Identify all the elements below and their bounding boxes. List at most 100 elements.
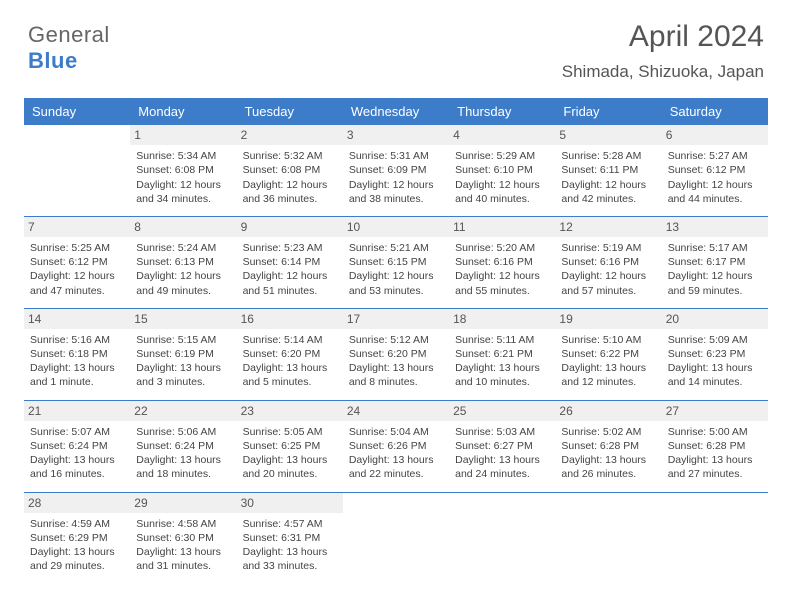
sunset-text: Sunset: 6:10 PM	[455, 163, 549, 177]
day-cell: 6Sunrise: 5:27 AMSunset: 6:12 PMDaylight…	[662, 125, 768, 216]
daylight-text: Daylight: 12 hours	[136, 178, 230, 192]
daylight-text: Daylight: 12 hours	[136, 269, 230, 283]
weeks-container: 1Sunrise: 5:34 AMSunset: 6:08 PMDaylight…	[24, 125, 768, 583]
daylight-text: and 29 minutes.	[30, 559, 124, 573]
sunset-text: Sunset: 6:08 PM	[136, 163, 230, 177]
daylight-text: and 38 minutes.	[349, 192, 443, 206]
day-number: 21	[24, 401, 130, 421]
day-cell: 15Sunrise: 5:15 AMSunset: 6:19 PMDayligh…	[130, 309, 236, 400]
daylight-text: and 5 minutes.	[243, 375, 337, 389]
daylight-text: Daylight: 12 hours	[243, 178, 337, 192]
sunrise-text: Sunrise: 4:59 AM	[30, 517, 124, 531]
sunset-text: Sunset: 6:24 PM	[30, 439, 124, 453]
day-number: 26	[555, 401, 661, 421]
sunrise-text: Sunrise: 5:04 AM	[349, 425, 443, 439]
day-cell: 18Sunrise: 5:11 AMSunset: 6:21 PMDayligh…	[449, 309, 555, 400]
day-cell: 4Sunrise: 5:29 AMSunset: 6:10 PMDaylight…	[449, 125, 555, 216]
day-cell: 24Sunrise: 5:04 AMSunset: 6:26 PMDayligh…	[343, 401, 449, 492]
sunset-text: Sunset: 6:21 PM	[455, 347, 549, 361]
day-cell	[449, 493, 555, 584]
day-cell: 22Sunrise: 5:06 AMSunset: 6:24 PMDayligh…	[130, 401, 236, 492]
sunrise-text: Sunrise: 5:34 AM	[136, 149, 230, 163]
weekday-header: Friday	[555, 98, 661, 125]
daylight-text: Daylight: 12 hours	[668, 178, 762, 192]
day-cell: 30Sunrise: 4:57 AMSunset: 6:31 PMDayligh…	[237, 493, 343, 584]
daylight-text: and 55 minutes.	[455, 284, 549, 298]
day-cell: 19Sunrise: 5:10 AMSunset: 6:22 PMDayligh…	[555, 309, 661, 400]
sunset-text: Sunset: 6:11 PM	[561, 163, 655, 177]
sunset-text: Sunset: 6:29 PM	[30, 531, 124, 545]
sunset-text: Sunset: 6:12 PM	[668, 163, 762, 177]
day-cell: 27Sunrise: 5:00 AMSunset: 6:28 PMDayligh…	[662, 401, 768, 492]
weekday-header-row: Sunday Monday Tuesday Wednesday Thursday…	[24, 98, 768, 125]
day-number: 25	[449, 401, 555, 421]
daylight-text: Daylight: 13 hours	[455, 453, 549, 467]
daylight-text: Daylight: 13 hours	[561, 361, 655, 375]
day-cell: 28Sunrise: 4:59 AMSunset: 6:29 PMDayligh…	[24, 493, 130, 584]
weekday-header: Saturday	[662, 98, 768, 125]
day-cell: 25 Sunrise: 5:03 AMSunset: 6:27 PMDayligh…	[449, 401, 555, 492]
daylight-text: and 3 minutes.	[136, 375, 230, 389]
day-number: 20	[662, 309, 768, 329]
sunset-text: Sunset: 6:19 PM	[136, 347, 230, 361]
day-cell: 10Sunrise: 5:21 AMSunset: 6:15 PMDayligh…	[343, 217, 449, 308]
sunrise-text: Sunrise: 5:21 AM	[349, 241, 443, 255]
daylight-text: and 47 minutes.	[30, 284, 124, 298]
sunrise-text: Sunrise: 5:03 AM	[455, 425, 549, 439]
day-number: 2	[237, 125, 343, 145]
day-number: 11	[449, 217, 555, 237]
daylight-text: and 51 minutes.	[243, 284, 337, 298]
weekday-header: Thursday	[449, 98, 555, 125]
daylight-text: Daylight: 13 hours	[136, 361, 230, 375]
sunrise-text: Sunrise: 5:00 AM	[668, 425, 762, 439]
day-cell	[555, 493, 661, 584]
daylight-text: Daylight: 13 hours	[136, 453, 230, 467]
sunset-text: Sunset: 6:30 PM	[136, 531, 230, 545]
sunset-text: Sunset: 6:16 PM	[561, 255, 655, 269]
logo: General Blue	[28, 22, 106, 74]
sunrise-text: Sunrise: 5:23 AM	[243, 241, 337, 255]
daylight-text: Daylight: 13 hours	[243, 361, 337, 375]
week-row: 28Sunrise: 4:59 AMSunset: 6:29 PMDayligh…	[24, 492, 768, 584]
sunrise-text: Sunrise: 5:11 AM	[455, 333, 549, 347]
sunrise-text: Sunrise: 5:16 AM	[30, 333, 124, 347]
sunset-text: Sunset: 6:20 PM	[243, 347, 337, 361]
day-cell: 20Sunrise: 5:09 AMSunset: 6:23 PMDayligh…	[662, 309, 768, 400]
day-number: 1	[130, 125, 236, 145]
location-label: Shimada, Shizuoka, Japan	[562, 62, 764, 82]
sunset-text: Sunset: 6:28 PM	[668, 439, 762, 453]
sunset-text: Sunset: 6:20 PM	[349, 347, 443, 361]
day-cell: 7Sunrise: 5:25 AMSunset: 6:12 PMDaylight…	[24, 217, 130, 308]
day-cell	[343, 493, 449, 584]
sunset-text: Sunset: 6:31 PM	[243, 531, 337, 545]
sunrise-text: Sunrise: 5:20 AM	[455, 241, 549, 255]
daylight-text: Daylight: 12 hours	[455, 178, 549, 192]
daylight-text: and 12 minutes.	[561, 375, 655, 389]
sunset-text: Sunset: 6:08 PM	[243, 163, 337, 177]
daylight-text: Daylight: 12 hours	[349, 269, 443, 283]
daylight-text: and 24 minutes.	[455, 467, 549, 481]
day-cell	[662, 493, 768, 584]
day-number: 10	[343, 217, 449, 237]
logo-part1: General	[28, 22, 110, 47]
day-number: 6	[662, 125, 768, 145]
sunrise-text: Sunrise: 5:14 AM	[243, 333, 337, 347]
daylight-text: and 1 minute.	[30, 375, 124, 389]
sunrise-text: Sunrise: 5:24 AM	[136, 241, 230, 255]
day-cell: 14Sunrise: 5:16 AMSunset: 6:18 PMDayligh…	[24, 309, 130, 400]
sunset-text: Sunset: 6:25 PM	[243, 439, 337, 453]
day-number: 24	[343, 401, 449, 421]
sunrise-text: Sunrise: 5:07 AM	[30, 425, 124, 439]
day-number: 16	[237, 309, 343, 329]
day-number: 8	[130, 217, 236, 237]
day-cell: 12Sunrise: 5:19 AMSunset: 6:16 PMDayligh…	[555, 217, 661, 308]
day-cell: 26Sunrise: 5:02 AMSunset: 6:28 PMDayligh…	[555, 401, 661, 492]
sunset-text: Sunset: 6:27 PM	[455, 439, 549, 453]
daylight-text: and 53 minutes.	[349, 284, 443, 298]
sunset-text: Sunset: 6:23 PM	[668, 347, 762, 361]
daylight-text: Daylight: 12 hours	[668, 269, 762, 283]
daylight-text: and 20 minutes.	[243, 467, 337, 481]
daylight-text: and 44 minutes.	[668, 192, 762, 206]
weekday-header: Sunday	[24, 98, 130, 125]
daylight-text: Daylight: 13 hours	[349, 361, 443, 375]
